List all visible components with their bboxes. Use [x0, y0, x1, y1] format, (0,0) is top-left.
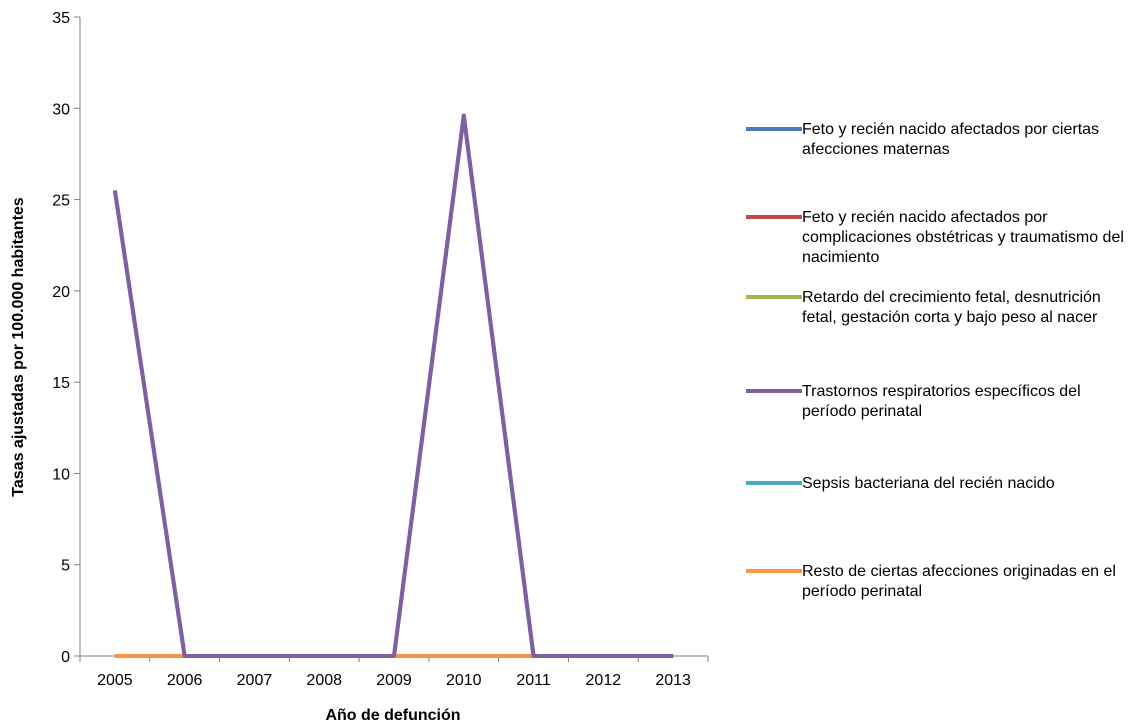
- legend-label: Feto y recién nacido afectados por compl…: [802, 209, 1124, 266]
- y-tick-label: 15: [52, 375, 70, 392]
- legend-swatch: [746, 389, 802, 393]
- x-tick-label: 2007: [237, 672, 273, 689]
- legend-swatch: [746, 481, 802, 485]
- legend-swatch: [746, 295, 802, 299]
- y-tick-label: 5: [61, 558, 70, 575]
- legend-label: Resto de ciertas afecciones originadas e…: [802, 563, 1116, 600]
- y-axis-title: Tasas ajustadas por 100.000 habitantes: [10, 197, 27, 497]
- x-axis: 2005 2006 2007 2008 2009 2010 2011 2012 2013: [79, 655, 709, 689]
- legend-label: Feto y recién nacido afectados por ciert…: [802, 121, 1100, 158]
- y-tick-label: 25: [52, 193, 70, 210]
- series-line-highlight: [112, 113, 674, 658]
- x-tick-label: 2013: [655, 672, 691, 689]
- legend-label: Retardo del crecimiento fetal, desnutric…: [802, 289, 1101, 326]
- legend-swatch: [746, 569, 802, 573]
- x-tick-label: 2011: [516, 672, 551, 689]
- legend-swatch: [746, 127, 802, 131]
- x-tick-label: 2006: [167, 672, 203, 689]
- series-line-4: [112, 113, 674, 658]
- x-tick-label: 2009: [376, 672, 412, 689]
- legend-label: Sepsis bacteriana del recién nacido: [802, 475, 1055, 492]
- y-tick-label: 35: [52, 10, 70, 27]
- x-axis-title: Año de defunción: [325, 707, 460, 724]
- y-tick-label: 30: [52, 101, 70, 118]
- x-tick-label: 2010: [446, 672, 482, 689]
- x-tick-label: 2008: [306, 672, 342, 689]
- y-axis: 0 5 10 15 20 25 30 35: [52, 10, 81, 666]
- legend-label: Trastornos respiratorios específicos del…: [802, 383, 1081, 420]
- y-tick-label: 10: [52, 466, 70, 483]
- x-tick-label: 2005: [97, 672, 133, 689]
- legend-swatch: [746, 215, 802, 219]
- x-tick-label: 2012: [586, 672, 622, 689]
- y-tick-label: 20: [52, 284, 70, 301]
- y-tick-label: 0: [61, 649, 70, 666]
- series-layer: [112, 113, 674, 658]
